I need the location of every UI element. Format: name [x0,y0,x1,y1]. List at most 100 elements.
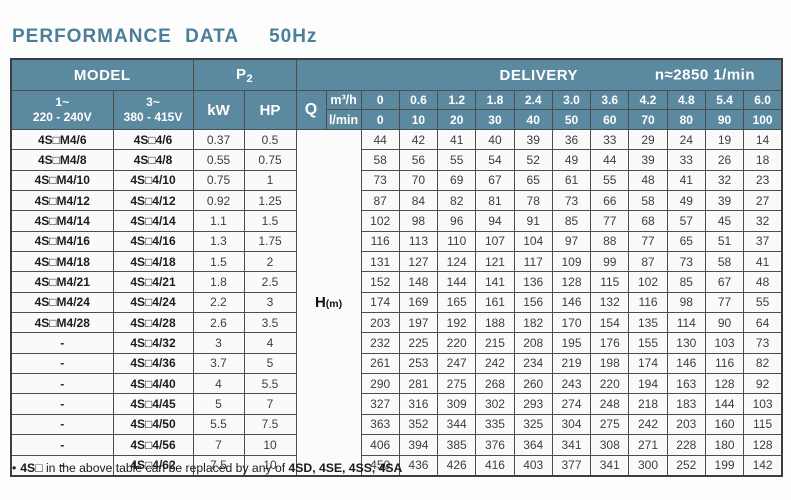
head-value-cell: 188 [475,312,515,334]
table-header: MODEL P2 DELIVERY n≈2850 1/min 1~ 220 - … [10,58,783,130]
hp-cell: 0.75 [243,149,297,171]
head-value-cell: 96 [437,210,477,232]
head-value-cell: 199 [704,454,745,477]
model-1phase-cell: - [10,434,114,456]
head-value-cell: 56 [398,149,439,171]
head-value-cell: 163 [666,373,706,395]
hp-cell: 3 [243,291,297,314]
kw-cell: 5.5 [192,413,245,436]
head-value-cell: 78 [513,190,553,212]
model-1phase-cell: 4S□M4/21 [10,271,114,293]
head-value-cell: 268 [475,373,515,395]
head-value-cell: 54 [475,149,515,171]
head-value-cell: 208 [513,332,553,354]
flow-lmin-header: 10 [398,109,439,130]
head-label-base: H [314,293,326,311]
head-value-cell: 127 [398,251,439,273]
flow-m3h-header: 4.8 [666,90,706,110]
head-value-cell: 85 [551,210,592,232]
head-value-cell: 341 [590,454,630,477]
table-row: -4S□4/36 3.7 5 261 253 247 242 234 219 198 174 146 1… [10,352,783,375]
head-value-cell: 124 [437,251,477,273]
flow-lmin-header: 90 [704,109,745,130]
head-value-cell: 37 [743,230,783,253]
table-row: 4S□M4/16 4S□4/16 1.3 1.75 116 113 110 107 104 97 8… [10,230,783,253]
head-value-cell: 85 [666,271,706,293]
head-value-cell: 44 [360,128,400,151]
head-value-cell: 33 [666,149,706,171]
flow-lmin-header: 20 [437,109,477,130]
model-1phase-cell: 4S□M4/24 [10,291,114,314]
head-value-cell: 128 [743,434,783,456]
hp-cell: 2.5 [243,271,297,293]
col-header-kw: kW [192,90,245,130]
head-value-cell: 55 [437,149,477,171]
head-value-cell: 41 [437,128,477,151]
head-value-cell: 161 [475,291,515,314]
model-3phase-cell: 4S□4/40 [112,373,194,395]
head-value-cell: 194 [628,373,668,395]
head-value-cell: 109 [551,251,592,273]
p2-subscript: 2 [246,72,254,85]
head-value-cell: 42 [398,128,439,151]
head-value-cell: 232 [360,332,400,354]
table-row: 4S□M4/14 4S□4/14 1.1 1.5 102 98 96 94 91 85 77 68 57… [10,210,783,232]
col-header-3phase: 3~ 380 - 415V [112,90,194,130]
performance-table: MODEL P2 DELIVERY n≈2850 1/min 1~ 220 - … [10,58,783,477]
model-3phase-cell: 4S□4/6 [112,128,194,151]
head-value-cell: 73 [666,251,706,273]
head-value-cell: 234 [513,352,553,375]
model-1phase-cell: 4S□M4/14 [10,210,114,232]
head-value-cell: 103 [743,393,783,415]
head-value-cell: 115 [743,413,783,436]
head-value-cell: 117 [513,251,553,273]
head-value-cell: 261 [360,352,400,375]
flow-m3h-header: 6.0 [743,90,783,110]
head-value-cell: 142 [743,454,783,477]
kw-cell: 4 [192,373,245,395]
head-value-cell: 271 [628,434,668,456]
kw-cell: 0.92 [192,190,245,212]
head-value-cell: 73 [551,190,592,212]
head-value-cell: 26 [704,149,745,171]
table-body: 4S□M4/6 4S□4/6 0.37 0.5 H(m) 44 42 41 40 39 36 33 29… [10,128,783,477]
head-value-cell: 49 [666,190,706,212]
head-value-cell: 98 [666,291,706,314]
table-row: -4S□4/62 7.5 10 450 436 426 416 403 377 341 300 252… [10,454,783,477]
phase3-line2: 380 - 415V [123,110,183,124]
head-value-cell: 77 [628,230,668,253]
head-value-cell: 67 [475,169,515,192]
unit-m3h: m³/h [325,90,362,110]
head-value-cell: 416 [475,454,515,477]
col-header-q: Q [295,90,327,130]
head-value-cell: 155 [628,332,668,354]
head-value-cell: 88 [590,230,630,253]
hp-cell: 5 [243,352,297,375]
model-header: MODEL [10,58,194,91]
model-3phase-cell: 4S□4/21 [112,271,194,293]
head-value-cell: 152 [360,271,400,293]
phase1-line2: 220 - 240V [32,110,92,124]
head-value-cell: 248 [590,393,630,415]
head-value-cell: 73 [360,169,400,192]
head-value-cell: 394 [398,434,439,456]
kw-cell: 3.7 [192,352,245,375]
table-row: 4S□M4/24 4S□4/24 2.2 3 174 169 165 161 156 146 132… [10,291,783,314]
head-value-cell: 114 [666,312,706,334]
head-value-cell: 225 [398,332,439,354]
head-value-cell: 275 [437,373,477,395]
model-3phase-cell: 4S□4/18 [112,251,194,273]
flow-m3h-header: 1.2 [437,90,477,110]
head-value-cell: 148 [398,271,439,293]
model-3phase-cell: 4S□4/8 [112,149,194,171]
hp-cell: 10 [243,454,297,477]
head-value-cell: 176 [590,332,630,354]
model-1phase-cell: - [10,413,114,436]
head-value-cell: 156 [513,291,553,314]
head-value-cell: 253 [398,352,439,375]
kw-cell: 3 [192,332,245,354]
model-1phase-cell: 4S□M4/8 [10,149,114,171]
head-value-cell: 58 [704,251,745,273]
head-value-cell: 14 [743,128,783,151]
head-value-cell: 77 [704,291,745,314]
